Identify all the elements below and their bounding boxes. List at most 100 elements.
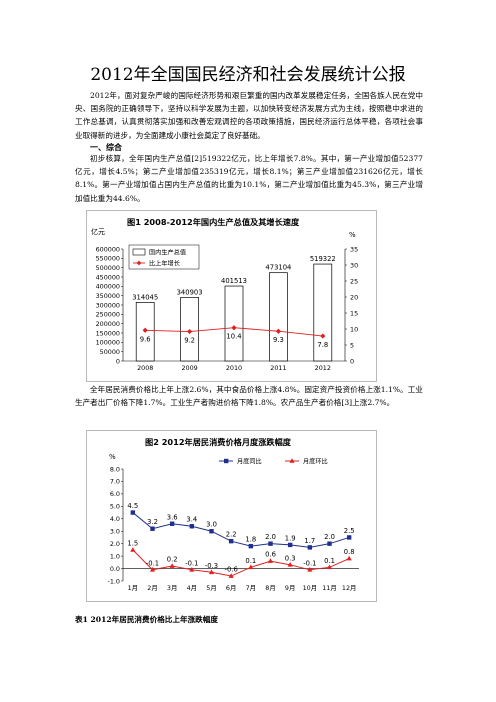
gdp-bar — [224, 285, 244, 362]
y2-tick-label: 30 — [350, 261, 358, 269]
y2-tick-label: 5 — [350, 341, 354, 349]
gdp-paragraph: 初步核算，全年国内生产总值[2]519322亿元，比上年增长7.8%。其中，第一… — [75, 154, 423, 203]
x-tick-label: 12月 — [342, 584, 357, 592]
x-tick-label: 4月 — [187, 584, 197, 592]
mom-point — [149, 567, 156, 572]
y-tick-label: -1.0 — [108, 577, 120, 585]
yoy-point — [130, 510, 136, 515]
mom-point — [248, 564, 254, 570]
gdp-chart-title: 图1 2008-2012年国内生产总值及其增长速度 — [127, 217, 300, 227]
mom-point — [307, 567, 313, 572]
yoy-point — [169, 521, 175, 526]
cpi-chart-frame: 图2 2012年居民消费价格月度涨跌幅度 % 8.0 7.0 6.0 5.0 4.0 3.0… — [86, 430, 377, 602]
growth-point — [187, 328, 193, 335]
mom-point — [208, 569, 215, 575]
y2-tick-label: 0 — [350, 357, 354, 365]
yoy-label: 2.2 — [226, 531, 237, 539]
x-tick-label: 5月 — [206, 584, 216, 592]
y2-axis-label: % — [349, 231, 356, 239]
mom-point — [228, 573, 234, 578]
growth-label-bg — [314, 340, 331, 350]
section-heading-general: 一、综合 — [90, 142, 122, 152]
cpi-chart: % 8.0 7.0 6.0 5.0 4.0 3.0 2.0 1.0 0.0 -1.0 1月 2月 3月 4月… — [108, 453, 359, 592]
gdp-bar-label: 314045 — [132, 293, 158, 301]
document-title: 2012年全国国民经济和社会发展统计公报 — [90, 65, 406, 85]
legend-mom-marker — [289, 458, 295, 463]
x-tick-label: 2010 — [226, 364, 242, 372]
gdp-bar-label: 473104 — [265, 264, 291, 272]
legend-line-label: 比上年增长 — [149, 260, 180, 268]
price-paragraph: 全年居民消费价格比上年上涨2.6%，其中食品价格上涨4.8%。固定资产投资价格上… — [75, 385, 423, 408]
mom-point — [169, 563, 175, 568]
growth-label: 9.6 — [140, 335, 151, 343]
y-axis-label: % — [109, 453, 116, 461]
y-tick-label: 100000 — [96, 339, 120, 347]
yoy-label: 3.2 — [147, 518, 158, 526]
y-tick-label: 50000 — [100, 348, 120, 356]
table1-caption: 表1 2012年居民消费价格比上年涨跌幅度 — [75, 615, 218, 624]
gdp-chart-frame: 图1 2008-2012年国内生产总值及其增长速度 亿元% 600000 55000… — [86, 210, 377, 382]
yoy-point — [189, 524, 195, 529]
x-tick-label: 8月 — [265, 584, 275, 592]
mom-point — [189, 567, 195, 572]
mom-line — [132, 549, 350, 577]
mom-label: 0.3 — [285, 554, 296, 562]
yoy-label: 1.8 — [245, 536, 256, 544]
x-tick-label: 3月 — [167, 584, 177, 592]
y-tick-label: 3.0 — [110, 528, 120, 536]
x-tick-label: 9月 — [285, 584, 295, 592]
mom-point — [287, 562, 293, 567]
x-tick-label: 7月 — [246, 584, 256, 592]
growth-label: 10.4 — [226, 333, 241, 341]
y2-tick-label: 25 — [350, 277, 358, 285]
mom-label: 1.5 — [127, 539, 138, 547]
x-tick-label: 2011 — [270, 364, 286, 372]
gdp-bar-label: 401513 — [221, 277, 247, 285]
yoy-label: 3.0 — [206, 521, 217, 529]
y-tick-label: 450000 — [96, 273, 120, 281]
gdp-chart: 亿元 %6000005500005000004500004000003500003… — [91, 227, 358, 372]
gdp-bar — [269, 272, 288, 362]
yoy-point — [327, 541, 332, 546]
growth-label-bg — [226, 331, 242, 341]
intro-paragraph: 2012年，面对复杂严峻的国际经济形势和艰巨繁重的国内改革发展稳定任务，全国各族… — [75, 91, 423, 140]
y-tick-label: 2.0 — [110, 540, 120, 548]
yoy-label: 2.0 — [265, 533, 276, 541]
mom-point — [346, 555, 352, 561]
yoy-label: 3.6 — [167, 513, 178, 521]
x-tick-label: 2012 — [315, 364, 331, 372]
mom-label: -0.6 — [225, 566, 238, 574]
growth-point — [231, 325, 237, 331]
x-tick-label: 6月 — [226, 584, 236, 592]
y2-tick-label: 20 — [350, 293, 358, 301]
mom-label: 0.1 — [245, 557, 256, 565]
y-tick-label: 5.0 — [110, 503, 120, 511]
x-tick-label: 2月 — [147, 584, 157, 592]
growth-label-bg — [181, 335, 198, 345]
yoy-point — [346, 535, 352, 540]
yoy-label: 1.7 — [304, 537, 315, 545]
mom-point — [130, 547, 136, 552]
y-tick-label: 1.0 — [110, 552, 120, 560]
mom-label: 0.1 — [324, 557, 335, 565]
y-tick-label: 7.0 — [110, 478, 120, 486]
y2-tick-label: 35 — [350, 245, 358, 253]
growth-label: 7.8 — [317, 341, 328, 349]
yoy-label: 2.5 — [344, 527, 355, 535]
gdp-bar-label: 519322 — [310, 255, 336, 263]
mom-point — [326, 564, 333, 570]
gdp-bar-label: 340903 — [177, 288, 203, 296]
y2-tick-label: 15 — [350, 309, 358, 317]
mom-label: 0.6 — [265, 551, 276, 559]
y-tick-label: 4.0 — [110, 515, 120, 523]
mom-label: -0.1 — [303, 559, 316, 567]
x-tick-label: 2009 — [181, 364, 197, 372]
y-tick-label: 6.0 — [110, 490, 120, 498]
yoy-line — [132, 512, 350, 548]
cpi-chart-title: 图2 2012年居民消费价格月度涨跌幅度 — [145, 437, 291, 447]
yoy-label: 2.0 — [324, 533, 335, 541]
mom-label: 0.2 — [167, 556, 178, 564]
yoy-point — [307, 545, 313, 550]
growth-label-bg — [270, 335, 287, 345]
